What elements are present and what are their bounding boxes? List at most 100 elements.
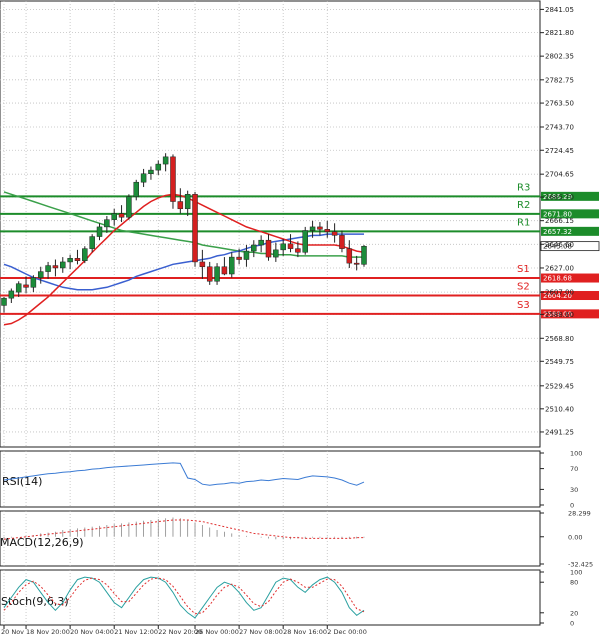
stoch-main-line [3,576,365,619]
candle-body [214,266,220,282]
current-price-tag-bg [540,241,600,252]
time-tick-label: 20 Nov [1,628,24,636]
candle-body [339,235,345,249]
candle-body [126,196,132,218]
price-tick-label: 2510.40 [545,405,574,413]
candle-body [67,258,73,263]
candle-body [177,201,184,210]
candle-body [45,265,51,272]
rsi-tick-label: 30 [570,486,578,494]
candle-body [133,181,139,197]
level-tag-bg [541,291,599,301]
level-tag-s3: 2589.00 [543,310,572,318]
price-tick-label: 2627.00 [545,264,574,272]
stoch-tick-label: 20 [570,609,578,617]
candle-body [52,265,59,269]
price-tick-label: 2588.60 [545,311,574,319]
rsi-tick-label: 70 [570,465,578,473]
price-tick-label: 2782.75 [545,76,574,84]
level-tag-s2: 2604.20 [543,292,572,300]
panel-frames [0,0,541,626]
time-tick-label: 20 Nov 04:00 [70,628,114,636]
stoch-tick-label: 100 [570,569,582,577]
price-tick-label: 2704.65 [545,171,574,179]
candle-body [162,156,169,165]
candles [1,153,367,313]
candle-body [155,163,162,171]
candle-body [1,297,7,306]
candle-body [346,248,353,264]
candle-body [251,244,257,252]
stoch-indicator: Stoch(9,6,3) 100 80 20 0 [1,569,582,628]
candle-body [60,261,66,269]
candle-body [361,245,367,265]
macd-tick-label: 28.299 [568,510,591,518]
candle-body [118,213,125,218]
candle-body [324,229,331,232]
pivot-levels: R3 2686.29 R2 2671.80 R1 2657.32 S1 2618.68 S2 26… [0,182,600,319]
rsi-tick-label: 100 [570,450,582,458]
price-tick-label: 2821.80 [545,29,574,37]
candle-body [273,249,279,258]
candle-body [243,250,250,260]
rsi-tick-label: 0 [570,502,574,510]
candle-body [140,173,147,183]
price-tick-label: 2607.00 [545,289,574,297]
price-tick-label: 2685.70 [545,194,574,202]
candle-body [317,226,323,230]
level-label-r3: R3 [517,182,530,193]
candle-body [184,194,191,210]
candle-body [206,266,213,282]
stoch-tick-label: 80 [570,579,578,587]
level-tag-bg [541,191,599,201]
time-tick-label: 2 Dec 00:00 [327,628,367,636]
candle-body [104,219,110,228]
candle-body [287,243,294,249]
candle-body [192,194,198,263]
level-tag-bg [541,226,599,236]
stoch-panel-frame [0,569,541,626]
price-axis: 2841.05 2821.80 2802.35 2782.75 2763.50 2743.… [540,6,574,436]
macd-panel-frame [0,510,541,567]
rsi-panel-frame [0,450,541,508]
rsi-line [3,462,365,486]
level-tag-bg [541,309,599,319]
price-tick-label: 2666.15 [545,217,574,225]
rsi-indicator: RSI(14) 100 70 30 0 [2,450,582,510]
time-tick-label: 26 Nov 00:00 [195,628,239,636]
candle-body [23,284,29,288]
level-label-s3: S3 [517,300,530,311]
candle-body [37,271,44,278]
time-tick-label: 18 Nov 20:00 [26,628,70,636]
macd-signal-line [3,519,364,540]
macd-indicator: MACD(12,26,9) 28.299 0.00 -32.425 [0,510,593,569]
candle-body [229,256,235,275]
candle-body [309,226,316,231]
candle-body [74,258,81,261]
level-label-s1: S1 [517,264,530,275]
level-label-r2: R2 [517,200,530,211]
candle-body [82,248,88,261]
price-tick-label: 2529.45 [545,382,574,390]
candle-body [199,261,206,268]
level-tag-r2: 2671.80 [543,210,572,218]
price-tick-label: 2549.75 [545,358,574,366]
candle-body [302,230,308,253]
candle-body [111,213,117,220]
time-tick-label: 22 Nov 20:00 [158,628,202,636]
price-tick-label: 2802.35 [545,53,574,61]
time-axis: 20 Nov 18 Nov 20:00 20 Nov 04:00 21 Nov 12:… [1,625,367,636]
price-tick-label: 2646.60 [545,241,574,249]
price-tick-label: 2841.05 [545,6,574,14]
time-tick-label: 21 Nov 12:00 [114,628,158,636]
level-tag-bg [541,273,599,283]
candle-body [96,226,103,237]
macd-label: MACD(12,26,9) [0,536,84,549]
macd-tick-label: -32.425 [568,561,593,569]
candle-body [258,239,264,246]
price-tick-label: 2743.70 [545,123,574,131]
main-panel-frame [0,0,541,448]
candle-body [8,290,15,299]
time-tick-label: 27 Nov 08:00 [239,628,283,636]
